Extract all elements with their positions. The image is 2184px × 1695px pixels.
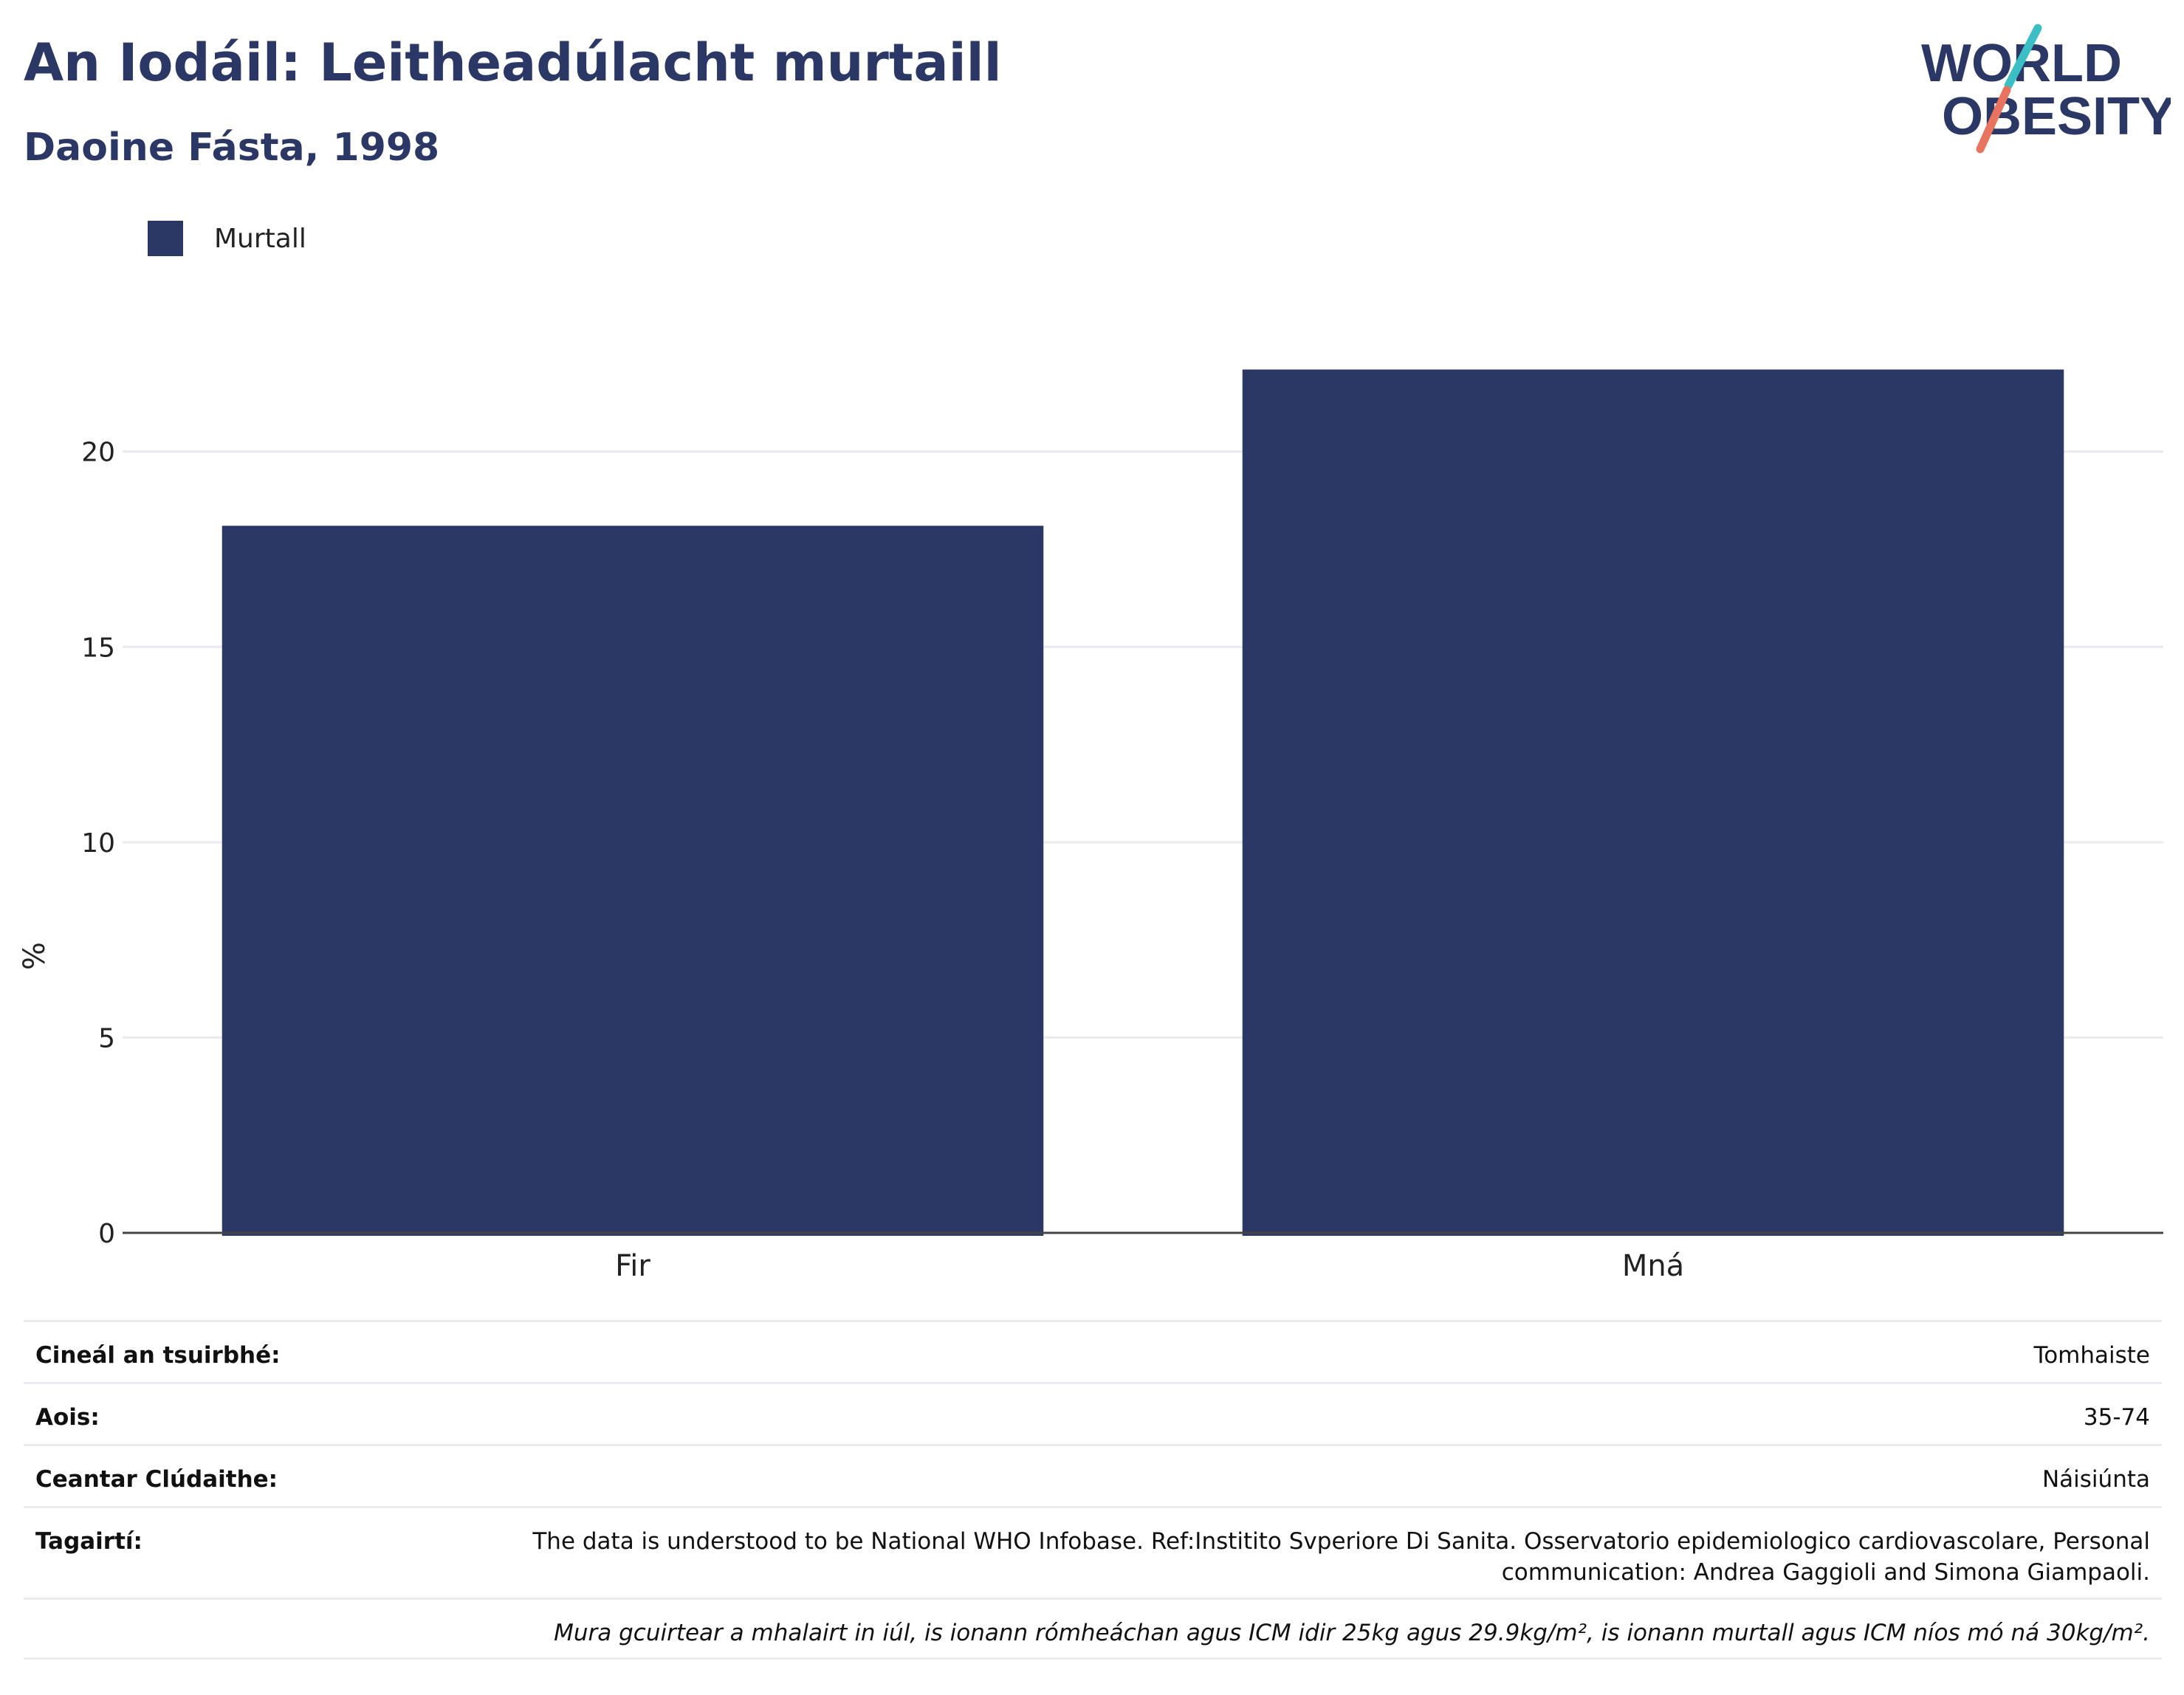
x-tick-label: Fir — [615, 1249, 650, 1283]
x-tick-label: Mná — [1622, 1249, 1684, 1283]
info-value-age: 35-74 — [2083, 1404, 2150, 1431]
y-tick-label: 15 — [81, 633, 115, 663]
definition-note: Mura gcuirtear a mhalairt in iúl, is ion… — [554, 1620, 2150, 1646]
y-tick-label: 20 — [81, 438, 115, 468]
info-label-survey-type: Cineál an tsuirbhé: — [35, 1342, 281, 1369]
info-row-survey-type: Cineál an tsuirbhé: Tomhaiste — [24, 1320, 2162, 1382]
info-row-area-covered: Ceantar Clúdaithe: Náisiúnta — [24, 1444, 2162, 1506]
logo-teal-stroke — [2004, 24, 2042, 90]
info-value-area-covered: Náisiúnta — [2042, 1466, 2150, 1493]
legend-label-murtall: Murtall — [214, 223, 306, 254]
info-value-references: The data is understood to be National WH… — [532, 1528, 2150, 1586]
y-tick-label: 5 — [98, 1023, 115, 1053]
bar-mná — [1242, 369, 2064, 1237]
chart-subtitle: Daoine Fásta, 1998 — [24, 126, 440, 170]
info-row-references: Tagairtí: The data is understood to be N… — [24, 1506, 2162, 1598]
chart-title: An Iodáil: Leitheadúlacht murtaill — [24, 32, 1002, 93]
survey-info-table: Cineál an tsuirbhé: Tomhaiste Aois: 35-7… — [24, 1320, 2162, 1660]
info-label-area-covered: Ceantar Clúdaithe: — [35, 1466, 278, 1493]
bar-fir — [222, 526, 1044, 1236]
bar-chart: 0 5 10 15 20 Fir Mná% — [18, 369, 2163, 1283]
logo-coral-stroke — [1976, 86, 2011, 154]
logo-line2: OBESITY — [1942, 87, 2171, 146]
y-tick-label: 0 — [98, 1219, 115, 1249]
legend-swatch-murtall — [148, 221, 183, 256]
info-row-age: Aois: 35-74 — [24, 1382, 2162, 1444]
info-label-references: Tagairtí: — [35, 1528, 142, 1555]
y-axis-label: % — [18, 942, 52, 970]
legend: Murtall — [148, 220, 306, 257]
info-label-age: Aois: — [35, 1404, 100, 1431]
y-tick-label: 10 — [81, 828, 115, 859]
world-obesity-logo: WORLD OBESITY — [1921, 24, 2171, 154]
info-value-survey-type: Tomhaiste — [2033, 1342, 2150, 1369]
info-row-definition-note: Mura gcuirtear a mhalairt in iúl, is ion… — [24, 1598, 2162, 1660]
